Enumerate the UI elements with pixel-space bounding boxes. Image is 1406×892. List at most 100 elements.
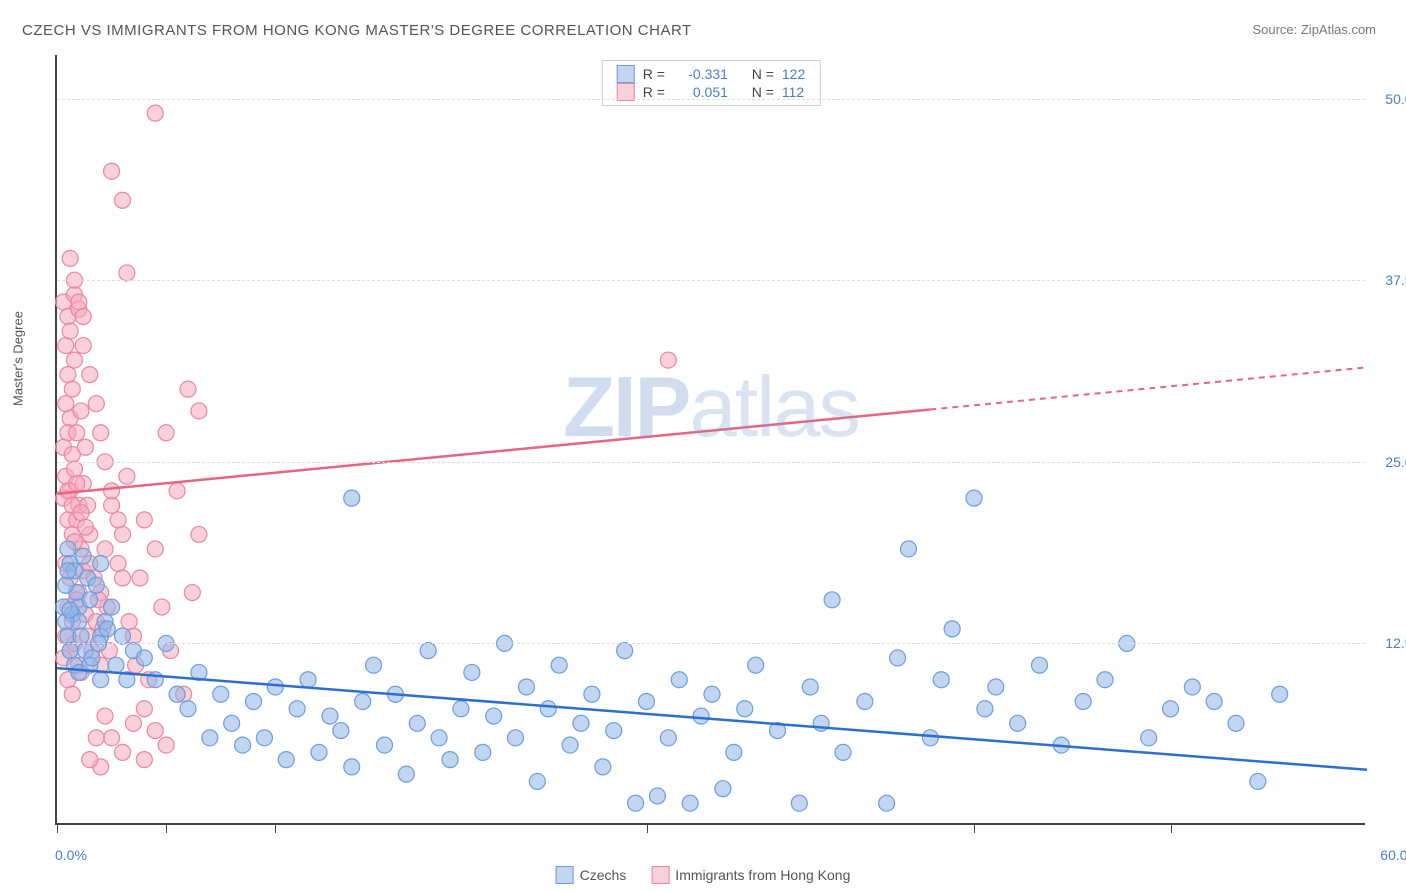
scatter-point-blue	[300, 672, 316, 688]
scatter-point-blue	[1010, 715, 1026, 731]
scatter-point-blue	[84, 650, 100, 666]
scatter-point-blue	[508, 730, 524, 746]
scatter-point-pink	[110, 555, 126, 571]
scatter-point-pink	[180, 381, 196, 397]
scatter-point-blue	[311, 744, 327, 760]
scatter-point-pink	[88, 730, 104, 746]
scatter-point-pink	[77, 519, 93, 535]
scatter-point-blue	[278, 752, 294, 768]
scatter-point-pink	[82, 367, 98, 383]
scatter-point-blue	[802, 679, 818, 695]
scatter-point-pink	[660, 352, 676, 368]
scatter-point-blue	[213, 686, 229, 702]
scatter-point-pink	[62, 323, 78, 339]
scatter-point-pink	[119, 265, 135, 281]
scatter-point-blue	[573, 715, 589, 731]
scatter-point-pink	[158, 737, 174, 753]
scatter-point-pink	[93, 425, 109, 441]
chart-title: CZECH VS IMMIGRANTS FROM HONG KONG MASTE…	[22, 22, 692, 39]
legend-item-blue: Czechs	[556, 866, 627, 884]
series-legend: Czechs Immigrants from Hong Kong	[556, 866, 851, 884]
scatter-point-blue	[660, 730, 676, 746]
scatter-point-blue	[355, 694, 371, 710]
gridline	[57, 643, 1365, 644]
swatch-blue	[556, 866, 574, 884]
scatter-point-blue	[75, 548, 91, 564]
y-tick-label: 37.5%	[1385, 272, 1406, 288]
scatter-point-blue	[748, 657, 764, 673]
scatter-point-blue	[1206, 694, 1222, 710]
scatter-point-blue	[1075, 694, 1091, 710]
scatter-point-blue	[704, 686, 720, 702]
scatter-point-blue	[944, 621, 960, 637]
scatter-point-pink	[147, 541, 163, 557]
scatter-point-blue	[824, 592, 840, 608]
x-tick	[1171, 823, 1172, 833]
scatter-point-blue	[922, 730, 938, 746]
legend-swatch-blue	[617, 65, 635, 83]
scatter-point-blue	[464, 664, 480, 680]
x-tick	[166, 823, 167, 833]
x-tick	[974, 823, 975, 833]
gridline	[57, 280, 1365, 281]
scatter-point-blue	[595, 759, 611, 775]
scatter-point-pink	[169, 483, 185, 499]
scatter-point-blue	[202, 730, 218, 746]
scatter-point-blue	[60, 563, 76, 579]
scatter-point-pink	[58, 396, 74, 412]
gridline	[57, 462, 1365, 463]
scatter-point-blue	[409, 715, 425, 731]
scatter-point-pink	[66, 352, 82, 368]
scatter-point-blue	[180, 701, 196, 717]
scatter-point-pink	[136, 752, 152, 768]
scatter-point-pink	[60, 367, 76, 383]
trend-line-blue	[57, 668, 1367, 770]
scatter-point-blue	[551, 657, 567, 673]
scatter-point-pink	[191, 526, 207, 542]
trend-line-dash-pink	[930, 367, 1367, 409]
scatter-point-blue	[606, 723, 622, 739]
scatter-point-blue	[289, 701, 305, 717]
scatter-point-pink	[66, 461, 82, 477]
scatter-point-blue	[322, 708, 338, 724]
scatter-point-blue	[93, 555, 109, 571]
scatter-point-pink	[88, 396, 104, 412]
scatter-point-pink	[115, 570, 131, 586]
scatter-point-blue	[235, 737, 251, 753]
scatter-point-blue	[475, 744, 491, 760]
scatter-point-blue	[82, 592, 98, 608]
scatter-point-pink	[62, 250, 78, 266]
scatter-point-blue	[256, 730, 272, 746]
scatter-point-pink	[121, 614, 137, 630]
scatter-point-pink	[104, 730, 120, 746]
legend-row-blue: R = -0.331 N = 122	[617, 65, 806, 83]
scatter-point-blue	[333, 723, 349, 739]
scatter-point-blue	[529, 773, 545, 789]
scatter-point-pink	[97, 541, 113, 557]
scatter-point-blue	[115, 628, 131, 644]
scatter-point-blue	[988, 679, 1004, 695]
scatter-point-blue	[1163, 701, 1179, 717]
y-axis-label: Master's Degree	[11, 311, 26, 406]
scatter-point-blue	[835, 744, 851, 760]
y-tick-label: 50.0%	[1385, 91, 1406, 107]
scatter-point-pink	[104, 163, 120, 179]
scatter-point-blue	[726, 744, 742, 760]
scatter-point-pink	[125, 715, 141, 731]
scatter-svg	[57, 55, 1365, 823]
scatter-point-blue	[693, 708, 709, 724]
scatter-point-blue	[890, 650, 906, 666]
scatter-point-blue	[879, 795, 895, 811]
scatter-point-pink	[71, 294, 87, 310]
scatter-point-pink	[58, 338, 74, 354]
scatter-point-pink	[154, 599, 170, 615]
scatter-point-blue	[60, 541, 76, 557]
x-tick	[647, 823, 648, 833]
scatter-point-pink	[82, 752, 98, 768]
scatter-point-blue	[108, 657, 124, 673]
scatter-point-blue	[442, 752, 458, 768]
scatter-point-blue	[1032, 657, 1048, 673]
x-max-label: 60.0%	[1380, 847, 1406, 863]
scatter-point-blue	[715, 781, 731, 797]
scatter-point-blue	[901, 541, 917, 557]
